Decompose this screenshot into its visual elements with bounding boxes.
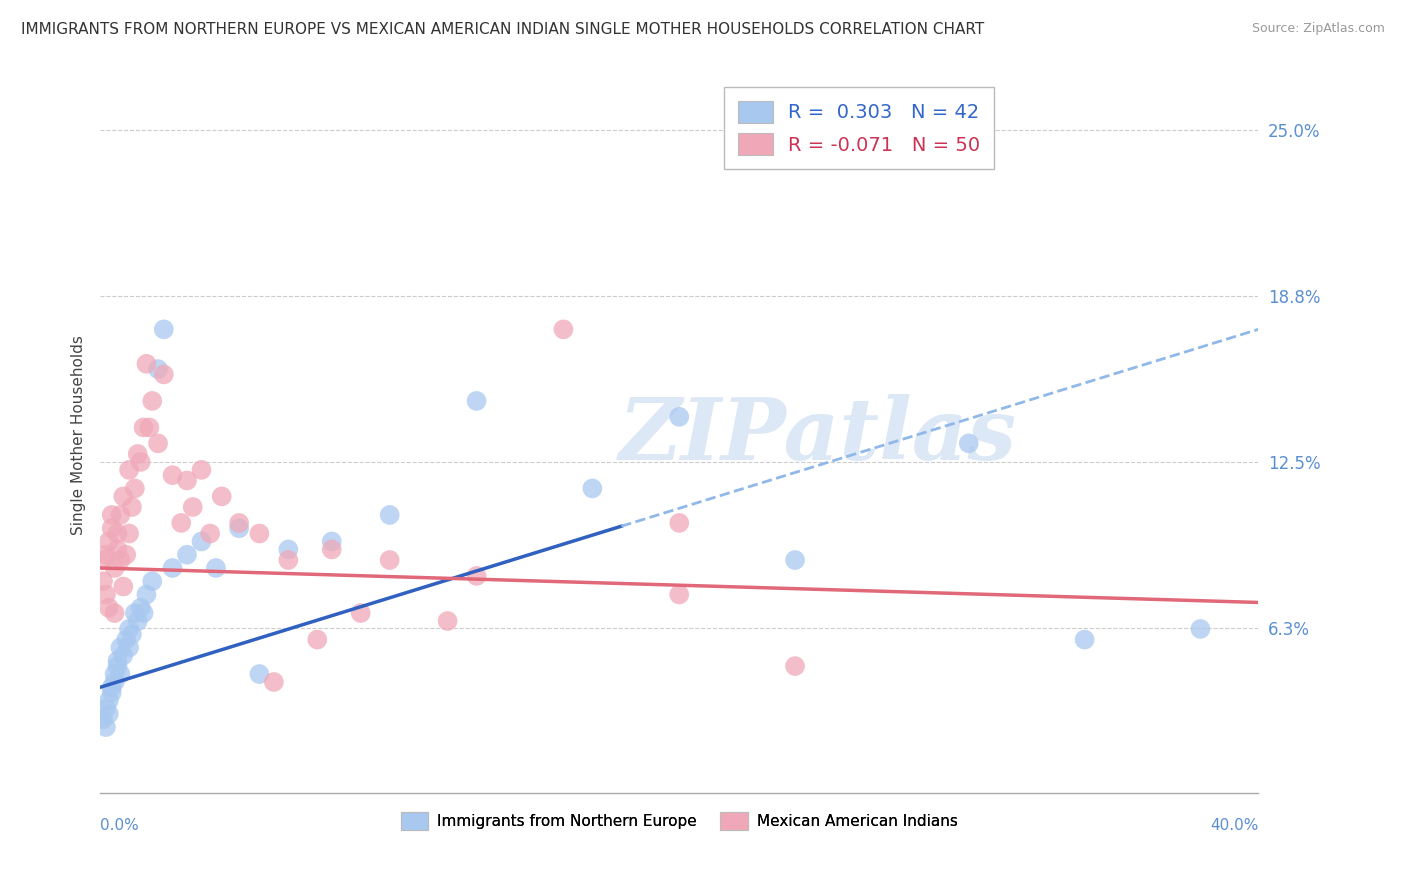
Point bbox=[465, 569, 488, 583]
Point bbox=[104, 667, 127, 681]
Point bbox=[146, 436, 169, 450]
Point bbox=[162, 468, 184, 483]
Text: 40.0%: 40.0% bbox=[1211, 819, 1258, 833]
Point bbox=[668, 516, 690, 530]
Point bbox=[112, 489, 135, 503]
Point bbox=[124, 606, 146, 620]
Point bbox=[176, 548, 198, 562]
Point bbox=[277, 542, 299, 557]
Text: IMMIGRANTS FROM NORTHERN EUROPE VS MEXICAN AMERICAN INDIAN SINGLE MOTHER HOUSEHO: IMMIGRANTS FROM NORTHERN EUROPE VS MEXIC… bbox=[21, 22, 984, 37]
Point bbox=[162, 561, 184, 575]
Point bbox=[100, 508, 122, 522]
Legend: Immigrants from Northern Europe, Mexican American Indians: Immigrants from Northern Europe, Mexican… bbox=[395, 806, 963, 836]
Point bbox=[107, 659, 129, 673]
Point bbox=[141, 393, 163, 408]
Point bbox=[170, 516, 193, 530]
Point bbox=[263, 675, 285, 690]
Point bbox=[115, 548, 138, 562]
Point bbox=[129, 600, 152, 615]
Point bbox=[118, 526, 141, 541]
Point bbox=[783, 659, 806, 673]
Point bbox=[668, 409, 690, 424]
Point bbox=[115, 632, 138, 647]
Point bbox=[127, 614, 149, 628]
Point bbox=[190, 534, 212, 549]
Point bbox=[94, 701, 117, 715]
Point bbox=[97, 534, 120, 549]
Point bbox=[100, 685, 122, 699]
Point bbox=[110, 508, 132, 522]
Point bbox=[211, 489, 233, 503]
Point bbox=[783, 553, 806, 567]
Point bbox=[121, 500, 143, 514]
Point bbox=[581, 482, 603, 496]
Text: ZIPatlas: ZIPatlas bbox=[619, 393, 1018, 477]
Point bbox=[97, 693, 120, 707]
Point bbox=[94, 548, 117, 562]
Point bbox=[553, 322, 575, 336]
Text: 0.0%: 0.0% bbox=[100, 819, 139, 833]
Point bbox=[112, 580, 135, 594]
Point bbox=[957, 436, 980, 450]
Point bbox=[110, 553, 132, 567]
Point bbox=[104, 561, 127, 575]
Point bbox=[198, 526, 221, 541]
Point bbox=[129, 455, 152, 469]
Point bbox=[277, 553, 299, 567]
Point bbox=[181, 500, 204, 514]
Point bbox=[141, 574, 163, 589]
Point bbox=[132, 606, 155, 620]
Point bbox=[112, 648, 135, 663]
Point bbox=[91, 553, 114, 567]
Point bbox=[94, 587, 117, 601]
Point bbox=[146, 362, 169, 376]
Point bbox=[124, 482, 146, 496]
Point bbox=[107, 526, 129, 541]
Point bbox=[138, 420, 160, 434]
Point bbox=[153, 368, 176, 382]
Point bbox=[91, 712, 114, 726]
Y-axis label: Single Mother Households: Single Mother Households bbox=[72, 335, 86, 535]
Point bbox=[350, 606, 373, 620]
Point bbox=[1189, 622, 1212, 636]
Point bbox=[110, 640, 132, 655]
Point bbox=[121, 627, 143, 641]
Point bbox=[190, 463, 212, 477]
Point bbox=[132, 420, 155, 434]
Point bbox=[118, 640, 141, 655]
Point bbox=[91, 574, 114, 589]
Point bbox=[127, 447, 149, 461]
Point bbox=[378, 508, 401, 522]
Point bbox=[247, 667, 270, 681]
Point bbox=[1073, 632, 1095, 647]
Point bbox=[307, 632, 329, 647]
Point bbox=[465, 393, 488, 408]
Point bbox=[135, 357, 157, 371]
Point bbox=[104, 606, 127, 620]
Point bbox=[97, 600, 120, 615]
Text: Source: ZipAtlas.com: Source: ZipAtlas.com bbox=[1251, 22, 1385, 36]
Point bbox=[100, 681, 122, 695]
Point bbox=[176, 474, 198, 488]
Point bbox=[321, 534, 343, 549]
Point bbox=[247, 526, 270, 541]
Point bbox=[110, 667, 132, 681]
Point bbox=[94, 720, 117, 734]
Point bbox=[118, 463, 141, 477]
Point bbox=[104, 675, 127, 690]
Point bbox=[97, 706, 120, 721]
Point bbox=[107, 654, 129, 668]
Point bbox=[228, 516, 250, 530]
Point bbox=[107, 542, 129, 557]
Point bbox=[153, 322, 176, 336]
Point bbox=[228, 521, 250, 535]
Point bbox=[378, 553, 401, 567]
Point bbox=[118, 622, 141, 636]
Point bbox=[668, 587, 690, 601]
Point bbox=[321, 542, 343, 557]
Point bbox=[135, 587, 157, 601]
Point bbox=[205, 561, 228, 575]
Point bbox=[436, 614, 458, 628]
Point bbox=[100, 521, 122, 535]
